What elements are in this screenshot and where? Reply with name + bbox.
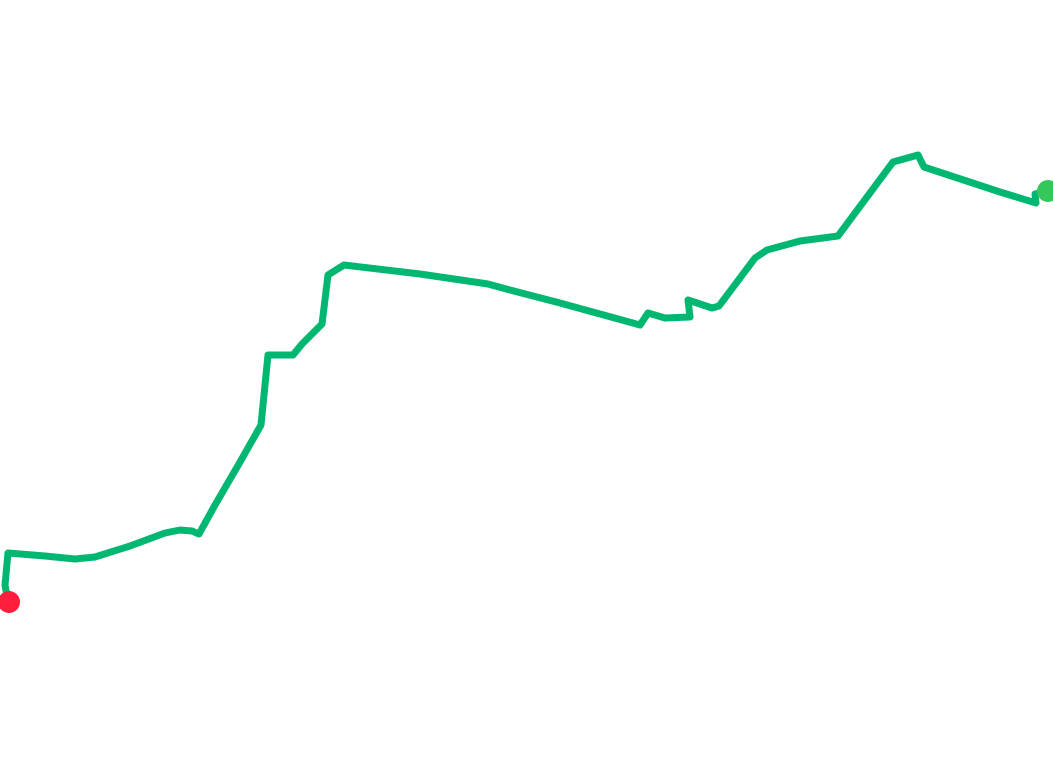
start-marker[interactable] <box>0 591 20 613</box>
route-path <box>1 151 1051 606</box>
end-marker[interactable] <box>1037 180 1053 202</box>
